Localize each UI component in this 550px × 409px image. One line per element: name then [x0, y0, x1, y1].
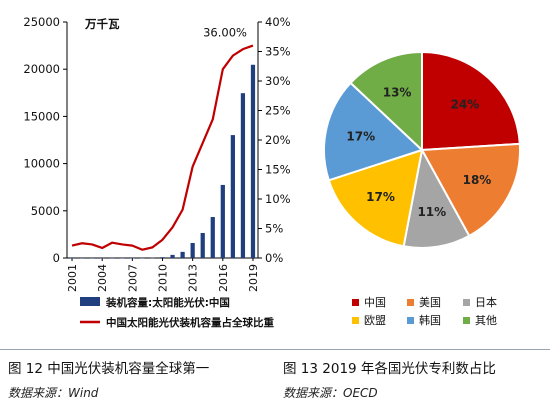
- left-data-source: 数据来源：Wind: [8, 386, 99, 400]
- right-y-tick-label: 20%: [265, 133, 291, 147]
- capacity-bar: [79, 257, 85, 259]
- pie-slice-label: 11%: [417, 205, 446, 219]
- pie-slice: [327, 148, 424, 248]
- pie-legend-label: 欧盟: [364, 314, 386, 327]
- pie-legend-swatch: [407, 317, 414, 324]
- right-figure-caption: 图 13 2019 年各国光伏专利数占比: [283, 361, 496, 377]
- capacity-bar: [160, 257, 165, 258]
- capacity-bar: [100, 257, 105, 259]
- capacity-bar: [120, 257, 125, 259]
- right-y-tick-label: 15%: [265, 163, 291, 177]
- left-y-tick-label: 0: [53, 251, 60, 265]
- right-y-tick-label: 10%: [265, 192, 291, 206]
- capacity-bar: [200, 232, 205, 258]
- right-y-tick-label: 5%: [265, 222, 283, 236]
- x-tick-label: 2004: [96, 264, 109, 292]
- pie-legend-swatch: [407, 299, 414, 306]
- x-tick-label: 2019: [247, 264, 260, 292]
- pie-slice: [349, 50, 423, 153]
- left-y-tick-label: 25000: [23, 15, 60, 29]
- right-y-tick-label: 40%: [265, 15, 291, 29]
- global-share-line: [71, 44, 254, 251]
- pie-slice-label: 17%: [366, 190, 395, 204]
- capacity-bar: [220, 184, 225, 258]
- pie-legend-swatch: [463, 317, 470, 324]
- installed-capacity-chart: 0 5000 10000 15000 20000 25000 0% 5% 10% 15% 20% 25…: [23, 15, 290, 329]
- right-data-source: 数据来源：OECD: [283, 386, 378, 400]
- left-figure-caption: 图 12 中国光伏装机容量全球第一: [8, 361, 210, 377]
- capacity-bar: [190, 242, 195, 258]
- pie-legend-label: 日本: [475, 295, 497, 309]
- left-y-tick-label: 10000: [23, 157, 60, 171]
- pie-slice-label: 17%: [346, 129, 375, 143]
- capacity-bar: [130, 257, 135, 259]
- pie-legend-label: 中国: [364, 296, 386, 309]
- capacity-bar: [170, 254, 175, 258]
- pie-legend-swatch: [352, 299, 359, 306]
- pie-legend-label: 韩国: [419, 313, 441, 327]
- capacity-bar: [250, 64, 256, 258]
- capacity-bar: [240, 93, 246, 258]
- pie-slice: [323, 81, 424, 182]
- right-y-tick-label: 35%: [265, 45, 291, 59]
- left-y-tick-label: 15000: [23, 109, 60, 123]
- pie-slice: [402, 147, 471, 249]
- pie-legend-swatch: [352, 317, 359, 324]
- pie-legend-swatch: [463, 299, 470, 306]
- x-tick-label: 2013: [187, 264, 200, 292]
- right-y-tick-label: 25%: [265, 104, 291, 118]
- pie-legend-label: 其他: [475, 314, 497, 327]
- capacity-bar: [180, 251, 185, 258]
- capacity-bar: [90, 257, 95, 259]
- x-tick-label: 2001: [66, 264, 79, 292]
- pie-slice-label: 18%: [463, 173, 492, 187]
- caption-divider: [0, 349, 550, 350]
- left-y-tick-label: 20000: [23, 62, 60, 76]
- pie-slice: [420, 142, 521, 238]
- pie-legend-label: 美国: [419, 296, 441, 309]
- capacity-bar: [110, 257, 115, 259]
- share-annotation: 36.00%: [203, 26, 247, 40]
- pie-slice: [421, 50, 521, 152]
- x-tick-label: 2010: [157, 264, 170, 292]
- capacity-bar: [210, 217, 215, 258]
- capacity-bar: [140, 257, 145, 259]
- right-y-tick-label: 0%: [265, 251, 283, 265]
- capacity-bar: [69, 257, 75, 259]
- x-tick-label: 2016: [217, 264, 230, 292]
- y-unit-label: 万千瓦: [84, 17, 120, 31]
- capacity-bar: [150, 257, 155, 259]
- pie-slice-label: 13%: [383, 85, 412, 99]
- right-y-tick-label: 30%: [265, 74, 291, 88]
- legend-bar-label: 装机容量:太阳能光伏:中国: [105, 296, 230, 309]
- legend-bar-swatch: [80, 297, 100, 306]
- pie-slice-label: 24%: [451, 97, 480, 111]
- x-tick-label: 2007: [126, 264, 139, 292]
- left-y-tick-label: 5000: [31, 204, 60, 218]
- capacity-bar: [230, 135, 235, 258]
- legend-line-label: 中国太阳能光伏装机容量占全球比重: [106, 316, 274, 329]
